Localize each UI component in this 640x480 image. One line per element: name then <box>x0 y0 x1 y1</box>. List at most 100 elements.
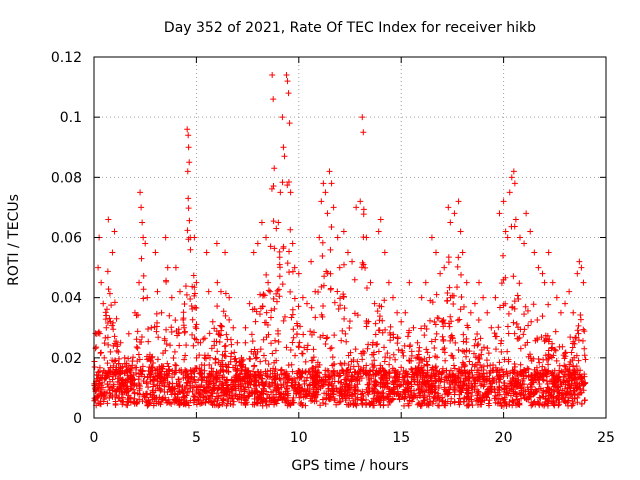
noise-point <box>272 376 279 383</box>
noise-point <box>456 378 463 385</box>
noise-point <box>539 394 546 401</box>
data-point-141 <box>508 174 515 181</box>
noise-point <box>168 401 175 408</box>
noise-point <box>106 394 113 401</box>
data-point-97 <box>349 258 356 265</box>
noise-point <box>176 342 183 349</box>
noise-point <box>578 373 585 380</box>
grid <box>94 57 606 418</box>
noise-point <box>229 395 236 402</box>
data-point-19 <box>137 189 144 196</box>
noise-point <box>423 346 430 353</box>
data-point-88 <box>322 189 329 196</box>
noise-point <box>269 379 276 386</box>
noise-point <box>109 376 116 383</box>
noise-point <box>97 350 104 357</box>
noise-point <box>187 296 194 303</box>
noise-point <box>330 361 337 368</box>
noise-point <box>241 388 248 395</box>
noise-point <box>100 398 107 405</box>
noise-point <box>238 367 245 374</box>
noise-point <box>562 366 569 373</box>
noise-point <box>111 358 118 365</box>
noise-point <box>438 370 445 377</box>
noise-point <box>118 383 125 390</box>
noise-point <box>399 349 406 356</box>
noise-point <box>439 318 446 325</box>
noise-point <box>485 350 492 357</box>
noise-point <box>501 394 508 401</box>
noise-point <box>359 396 366 403</box>
noise-point <box>202 355 209 362</box>
noise-point <box>297 323 304 330</box>
noise-point <box>468 384 475 391</box>
noise-point <box>362 264 369 271</box>
noise-point <box>460 398 467 405</box>
noise-point <box>475 356 482 363</box>
noise-point <box>545 301 552 308</box>
noise-point <box>110 381 117 388</box>
noise-point <box>221 343 228 350</box>
noise-point <box>381 384 388 391</box>
noise-point <box>277 393 284 400</box>
data-point-125 <box>455 198 462 205</box>
noise-point <box>130 354 137 361</box>
noise-point <box>516 400 523 407</box>
noise-point <box>352 346 359 353</box>
noise-point <box>294 331 301 338</box>
data-point-163 <box>580 279 587 286</box>
noise-point <box>433 291 440 298</box>
data-point-106 <box>377 216 384 223</box>
noise-point <box>330 367 337 374</box>
noise-point <box>464 322 471 329</box>
noise-point <box>218 363 225 370</box>
noise-point <box>387 323 394 330</box>
noise-point <box>372 331 379 338</box>
noise-point <box>548 398 555 405</box>
noise-point <box>466 348 473 355</box>
noise-point <box>336 392 343 399</box>
noise-point <box>147 391 154 398</box>
noise-point <box>508 379 515 386</box>
noise-point <box>262 397 269 404</box>
noise-point <box>509 374 516 381</box>
noise-point <box>232 383 239 390</box>
noise-point <box>111 333 118 340</box>
noise-point <box>366 380 373 387</box>
noise-point <box>319 239 326 246</box>
data-point-95 <box>340 228 347 235</box>
noise-point <box>406 357 413 364</box>
noise-point <box>451 365 458 372</box>
noise-point <box>297 400 304 407</box>
noise-point <box>274 372 281 379</box>
noise-point <box>270 396 277 403</box>
noise-point <box>166 312 173 319</box>
noise-point <box>239 358 246 365</box>
noise-point <box>417 373 424 380</box>
noise-point <box>227 358 234 365</box>
noise-point <box>430 366 437 373</box>
noise-point <box>275 286 282 293</box>
noise-point <box>363 367 370 374</box>
data-point-133 <box>484 309 491 316</box>
noise-point <box>500 276 507 283</box>
noise-point <box>95 369 102 376</box>
noise-point <box>520 331 527 338</box>
noise-point <box>259 375 266 382</box>
noise-point <box>354 312 361 319</box>
noise-point <box>231 349 238 356</box>
noise-point <box>424 361 431 368</box>
noise-point <box>424 362 431 369</box>
noise-point <box>250 350 257 357</box>
data-point-92 <box>330 204 337 211</box>
data-point-147 <box>523 210 530 217</box>
data-point-22 <box>140 234 147 241</box>
noise-point <box>527 351 534 358</box>
noise-point <box>158 368 165 375</box>
noise-point <box>237 377 244 384</box>
noise-point <box>556 369 563 376</box>
noise-point <box>460 331 467 338</box>
noise-point <box>193 384 200 391</box>
noise-point <box>377 383 384 390</box>
noise-point <box>354 388 361 395</box>
